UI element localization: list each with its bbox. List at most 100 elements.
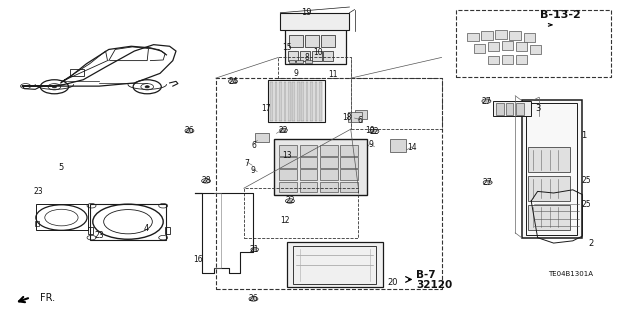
FancyBboxPatch shape <box>496 103 504 115</box>
FancyBboxPatch shape <box>300 145 317 156</box>
FancyBboxPatch shape <box>279 182 297 192</box>
FancyBboxPatch shape <box>530 45 541 54</box>
Text: 6: 6 <box>252 141 257 150</box>
Text: 9: 9 <box>294 69 299 78</box>
FancyBboxPatch shape <box>279 169 297 180</box>
FancyBboxPatch shape <box>275 82 277 121</box>
FancyBboxPatch shape <box>268 80 325 122</box>
FancyBboxPatch shape <box>516 42 527 51</box>
Text: 24: 24 <box>228 77 238 86</box>
Text: 25: 25 <box>581 176 591 185</box>
FancyBboxPatch shape <box>516 103 524 115</box>
Text: 3: 3 <box>535 104 540 113</box>
Text: 22: 22 <box>279 126 288 135</box>
Text: 6: 6 <box>358 116 363 125</box>
FancyBboxPatch shape <box>506 103 513 115</box>
FancyBboxPatch shape <box>255 133 269 142</box>
Text: 28: 28 <box>202 176 211 185</box>
FancyBboxPatch shape <box>348 112 362 122</box>
FancyBboxPatch shape <box>528 147 570 172</box>
FancyBboxPatch shape <box>340 169 358 180</box>
Text: 26: 26 <box>248 294 259 303</box>
FancyBboxPatch shape <box>522 100 582 238</box>
FancyBboxPatch shape <box>495 30 507 39</box>
FancyBboxPatch shape <box>280 13 349 30</box>
Text: 19: 19 <box>301 8 312 17</box>
Text: B-13-2: B-13-2 <box>540 10 580 20</box>
FancyBboxPatch shape <box>274 139 367 195</box>
Text: 18: 18 <box>342 113 351 122</box>
FancyBboxPatch shape <box>279 157 297 168</box>
FancyBboxPatch shape <box>474 44 485 53</box>
Text: 14: 14 <box>407 143 417 152</box>
Text: 32120: 32120 <box>416 279 452 290</box>
FancyBboxPatch shape <box>310 82 313 121</box>
FancyBboxPatch shape <box>279 145 297 156</box>
FancyBboxPatch shape <box>297 82 300 121</box>
FancyBboxPatch shape <box>305 60 312 63</box>
Text: 5: 5 <box>58 163 63 172</box>
Text: 7: 7 <box>244 159 250 168</box>
FancyBboxPatch shape <box>279 82 282 121</box>
Text: B-7: B-7 <box>416 270 436 280</box>
FancyBboxPatch shape <box>516 55 527 64</box>
Text: 27: 27 <box>481 97 492 106</box>
FancyBboxPatch shape <box>481 31 493 40</box>
Text: 25: 25 <box>581 200 591 209</box>
FancyBboxPatch shape <box>355 110 367 119</box>
Text: 11: 11 <box>328 70 337 78</box>
Text: 4: 4 <box>143 224 148 233</box>
FancyBboxPatch shape <box>300 169 317 180</box>
FancyBboxPatch shape <box>320 157 338 168</box>
FancyBboxPatch shape <box>340 157 358 168</box>
FancyBboxPatch shape <box>467 33 479 41</box>
FancyBboxPatch shape <box>284 82 286 121</box>
FancyBboxPatch shape <box>502 55 513 64</box>
FancyBboxPatch shape <box>323 51 333 61</box>
FancyBboxPatch shape <box>300 51 310 61</box>
Text: TE04B1301A: TE04B1301A <box>548 271 593 277</box>
FancyBboxPatch shape <box>340 182 358 192</box>
Text: 10: 10 <box>365 126 375 135</box>
Text: 26: 26 <box>184 126 195 135</box>
Text: 21: 21 <box>250 245 259 254</box>
Text: FR.: FR. <box>40 293 55 303</box>
Text: 10: 10 <box>313 48 323 57</box>
FancyBboxPatch shape <box>301 82 304 121</box>
FancyBboxPatch shape <box>524 33 535 42</box>
Text: 9: 9 <box>250 166 255 174</box>
Text: 22: 22 <box>370 127 379 136</box>
FancyBboxPatch shape <box>509 31 521 40</box>
FancyBboxPatch shape <box>319 82 322 121</box>
Circle shape <box>52 86 56 88</box>
Text: 17: 17 <box>261 104 271 113</box>
FancyBboxPatch shape <box>493 101 531 116</box>
FancyBboxPatch shape <box>287 242 383 287</box>
FancyBboxPatch shape <box>390 139 406 152</box>
Text: 9: 9 <box>369 140 374 149</box>
FancyBboxPatch shape <box>305 35 319 47</box>
FancyBboxPatch shape <box>300 157 317 168</box>
FancyBboxPatch shape <box>320 169 338 180</box>
FancyBboxPatch shape <box>288 51 298 61</box>
Text: 27: 27 <box>483 178 493 187</box>
Text: 12: 12 <box>280 216 289 225</box>
FancyBboxPatch shape <box>285 18 346 64</box>
FancyBboxPatch shape <box>528 205 570 230</box>
Text: 1: 1 <box>581 131 586 140</box>
FancyBboxPatch shape <box>340 145 358 156</box>
FancyBboxPatch shape <box>488 42 499 51</box>
FancyBboxPatch shape <box>321 35 335 47</box>
Text: 8: 8 <box>304 53 309 62</box>
Text: 20: 20 <box>388 278 398 287</box>
FancyBboxPatch shape <box>320 145 338 156</box>
Text: 23: 23 <box>33 187 44 196</box>
FancyBboxPatch shape <box>300 182 317 192</box>
FancyBboxPatch shape <box>270 82 273 121</box>
Text: 13: 13 <box>282 151 292 160</box>
FancyBboxPatch shape <box>502 41 513 50</box>
FancyBboxPatch shape <box>528 176 570 201</box>
Text: 23: 23 <box>94 231 104 240</box>
Text: 22: 22 <box>285 197 294 205</box>
FancyBboxPatch shape <box>292 82 295 121</box>
